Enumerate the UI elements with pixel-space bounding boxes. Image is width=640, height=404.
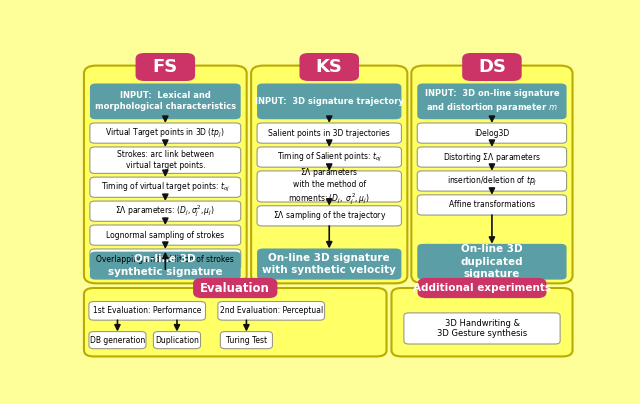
Text: $\Sigma\Lambda$ parameters: $(D_j, \sigma_j^2, \mu_j)$: $\Sigma\Lambda$ parameters: $(D_j, \sigm… — [115, 204, 215, 219]
Text: 3D Handwriting &
3D Gesture synthesis: 3D Handwriting & 3D Gesture synthesis — [437, 319, 527, 338]
Text: $\Sigma\Lambda$ sampling of the trajectory: $\Sigma\Lambda$ sampling of the trajecto… — [273, 209, 386, 222]
Text: 1st Evaluation: Performance: 1st Evaluation: Performance — [93, 306, 202, 316]
FancyBboxPatch shape — [392, 288, 573, 356]
Text: Additional experiments: Additional experiments — [413, 283, 551, 293]
Text: On-line 3D
duplicated
signature: On-line 3D duplicated signature — [461, 244, 524, 279]
FancyBboxPatch shape — [417, 123, 566, 143]
FancyBboxPatch shape — [300, 53, 359, 81]
FancyBboxPatch shape — [84, 65, 246, 283]
Text: Strokes: arc link between
virtual target points.: Strokes: arc link between virtual target… — [117, 150, 214, 170]
FancyBboxPatch shape — [251, 65, 408, 283]
FancyBboxPatch shape — [257, 84, 401, 119]
Text: Evaluation: Evaluation — [200, 282, 270, 295]
Text: On-line 3D
synthetic signature: On-line 3D synthetic signature — [108, 255, 223, 277]
FancyBboxPatch shape — [136, 53, 195, 81]
Text: DB generation: DB generation — [90, 336, 145, 345]
FancyBboxPatch shape — [90, 249, 241, 269]
FancyBboxPatch shape — [90, 177, 241, 197]
FancyBboxPatch shape — [154, 332, 200, 349]
Text: FS: FS — [153, 58, 178, 76]
FancyBboxPatch shape — [90, 84, 241, 119]
FancyBboxPatch shape — [257, 206, 401, 226]
Text: Virtual Target points in 3D ($tp_j$): Virtual Target points in 3D ($tp_j$) — [106, 126, 225, 140]
Text: INPUT:  Lexical and
morphological characteristics: INPUT: Lexical and morphological charact… — [95, 91, 236, 112]
Text: Duplication: Duplication — [155, 336, 199, 345]
Text: 2nd Evaluation: Perceptual: 2nd Evaluation: Perceptual — [220, 306, 323, 316]
FancyBboxPatch shape — [412, 65, 573, 283]
Text: Timing of virtual target points: $t_{oj}$: Timing of virtual target points: $t_{oj}… — [101, 181, 230, 194]
Text: Overlapping and addition of strokes: Overlapping and addition of strokes — [97, 255, 234, 263]
Text: insertion/deletion of $tp_j$: insertion/deletion of $tp_j$ — [447, 175, 537, 187]
FancyBboxPatch shape — [218, 301, 324, 320]
FancyBboxPatch shape — [193, 278, 277, 298]
FancyBboxPatch shape — [84, 288, 387, 356]
Text: iDelog3D: iDelog3D — [474, 128, 509, 138]
FancyBboxPatch shape — [257, 248, 401, 280]
FancyBboxPatch shape — [89, 301, 205, 320]
Text: Lognormal sampling of strokes: Lognormal sampling of strokes — [106, 231, 225, 240]
FancyBboxPatch shape — [257, 123, 401, 143]
Text: Turing Test: Turing Test — [226, 336, 267, 345]
FancyBboxPatch shape — [417, 147, 566, 167]
FancyBboxPatch shape — [220, 332, 273, 349]
Text: Distorting $\Sigma\Lambda$ parameters: Distorting $\Sigma\Lambda$ parameters — [443, 151, 541, 164]
FancyBboxPatch shape — [417, 278, 547, 298]
FancyBboxPatch shape — [90, 123, 241, 143]
FancyBboxPatch shape — [90, 225, 241, 245]
FancyBboxPatch shape — [89, 332, 146, 349]
Text: On-line 3D signature
with synthetic velocity: On-line 3D signature with synthetic velo… — [262, 253, 396, 275]
Text: INPUT:  3D signature trajectory: INPUT: 3D signature trajectory — [255, 97, 404, 106]
Text: DS: DS — [478, 58, 506, 76]
FancyBboxPatch shape — [257, 171, 401, 202]
FancyBboxPatch shape — [417, 244, 566, 280]
FancyBboxPatch shape — [417, 84, 566, 119]
FancyBboxPatch shape — [90, 201, 241, 221]
FancyBboxPatch shape — [404, 313, 560, 344]
FancyBboxPatch shape — [417, 195, 566, 215]
Text: Affine transformations: Affine transformations — [449, 200, 535, 209]
FancyBboxPatch shape — [90, 252, 241, 280]
FancyBboxPatch shape — [417, 171, 566, 191]
FancyBboxPatch shape — [257, 147, 401, 167]
FancyBboxPatch shape — [462, 53, 522, 81]
Text: KS: KS — [316, 58, 342, 76]
FancyBboxPatch shape — [90, 147, 241, 173]
Text: INPUT:  3D on-line signature
and distortion parameter $m$: INPUT: 3D on-line signature and distorti… — [424, 89, 559, 114]
Text: $\Sigma\Lambda$ parameters
with the method of
moments: $(D_j,\ \sigma_j^2, \mu_j: $\Sigma\Lambda$ parameters with the meth… — [289, 166, 370, 207]
Text: Timing of Salient points: $t_{oj}$: Timing of Salient points: $t_{oj}$ — [276, 151, 381, 164]
Text: Salient points in 3D trajectories: Salient points in 3D trajectories — [268, 128, 390, 138]
